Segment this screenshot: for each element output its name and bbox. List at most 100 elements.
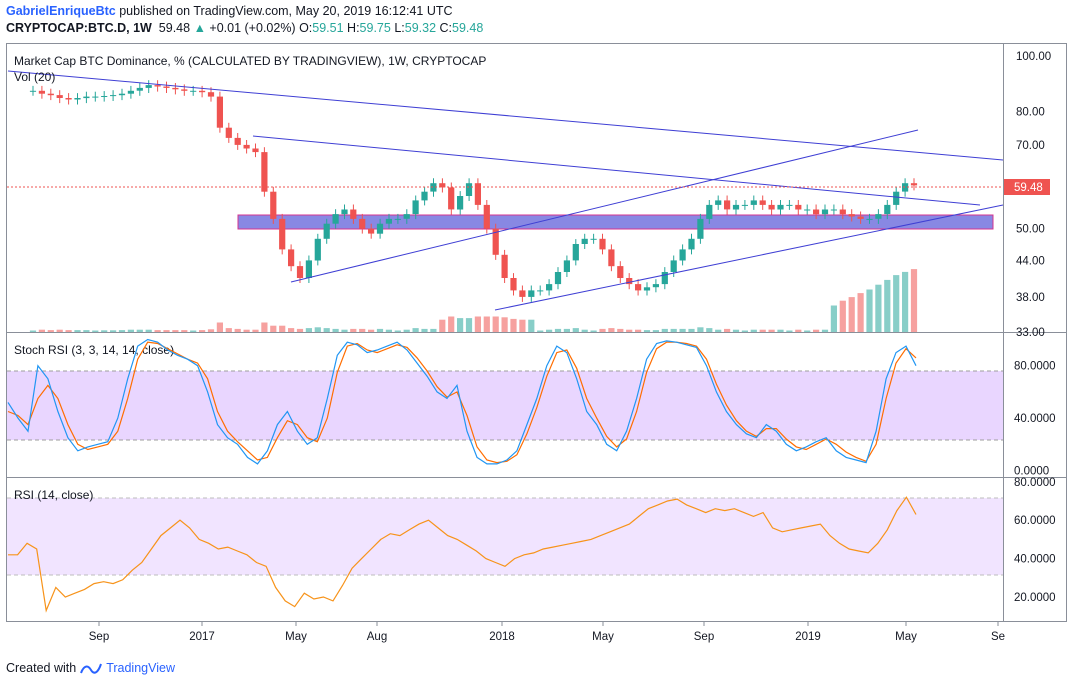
candle-body[interactable] [661,272,668,285]
candle-body[interactable] [626,278,633,285]
candle-body[interactable] [101,96,108,97]
candle-body[interactable] [394,218,401,220]
candle-body[interactable] [519,290,526,297]
candle-body[interactable] [341,209,348,215]
candle-body[interactable] [706,204,713,219]
price-axis[interactable]: 100.00 80.00 70.00 50.00 44.00 38.00 33.00 [1016,51,1051,339]
candle-body[interactable] [732,204,740,210]
candle-body[interactable] [465,183,473,196]
candle-body[interactable] [643,287,651,291]
candle-body[interactable] [385,218,392,224]
candle-body[interactable] [866,218,873,220]
candle-body[interactable] [279,218,286,250]
candle-body[interactable] [47,93,54,96]
candle-body[interactable] [216,96,223,128]
candle-body[interactable] [199,90,206,93]
candle-body[interactable] [804,209,811,211]
candle-body[interactable] [608,249,615,267]
candle-body[interactable] [910,183,918,186]
candle-body[interactable] [110,95,117,97]
candle-body[interactable] [288,249,295,267]
candle-body[interactable] [501,254,508,278]
candle-body[interactable] [474,183,481,205]
candle-body[interactable] [741,204,748,206]
stoch-k-line[interactable] [7,338,917,465]
candle-body[interactable] [581,238,588,244]
candle-body[interactable] [697,218,704,239]
candle-body[interactable] [902,183,909,192]
candle-body[interactable] [554,272,562,285]
candle-body[interactable] [448,187,455,210]
candle-body[interactable] [323,223,330,239]
time-axis[interactable]: Sep 2017 May Aug 2018 May Sep 2019 May Se [89,622,1005,643]
candle-body[interactable] [136,87,143,91]
trendline-mid-resistance[interactable] [252,135,981,206]
candle-body[interactable] [225,127,232,138]
rsi-series-line[interactable] [8,496,917,613]
candle-body[interactable] [786,204,793,206]
candle-body[interactable] [252,148,259,153]
candle-body[interactable] [875,214,882,219]
candle-body[interactable] [305,260,312,278]
candle-body[interactable] [296,266,304,278]
author-link[interactable]: GabrielEnriqueBtc [6,4,116,18]
candle-body[interactable] [857,216,864,219]
candle-body[interactable] [724,200,731,210]
candle-body[interactable] [635,284,642,291]
candle-body[interactable] [813,209,820,215]
tradingview-link[interactable]: TradingView [106,661,175,675]
candle-body[interactable] [270,191,277,219]
candle-body[interactable] [207,92,215,97]
candle-body[interactable] [234,137,241,145]
candle-body[interactable] [430,183,437,192]
candle-body[interactable] [670,260,677,272]
candle-body[interactable] [29,90,37,92]
candle-body[interactable] [350,209,357,219]
candle-body[interactable] [590,238,597,240]
candle-body[interactable] [848,214,855,217]
symbol-label[interactable]: CRYPTOCAP:BTC.D, 1W [6,21,152,35]
candle-body[interactable] [884,204,891,215]
candle-body[interactable] [652,284,659,288]
candle-body[interactable] [190,90,197,92]
candle-body[interactable] [243,144,250,149]
candle-body[interactable] [376,223,384,234]
candle-body[interactable] [768,204,775,210]
candle-body[interactable] [38,90,45,94]
candle-body[interactable] [483,204,490,229]
candle-body[interactable] [492,228,499,255]
candle-body[interactable] [421,191,428,201]
candle-body[interactable] [546,284,553,291]
trendline-upper-resistance[interactable] [7,70,1004,161]
candle-body[interactable] [359,218,366,229]
candle-body[interactable] [795,204,802,210]
candle-body[interactable] [412,200,419,215]
candle-body[interactable] [537,290,544,292]
candle-body[interactable] [893,191,900,205]
candle-body[interactable] [457,196,464,210]
candle-body[interactable] [617,266,624,278]
candle-body[interactable] [510,278,517,291]
candle-body[interactable] [563,260,570,272]
candle-body[interactable] [83,96,90,99]
candle-body[interactable] [65,98,72,100]
candle-body[interactable] [92,96,99,98]
candle-body[interactable] [332,214,339,224]
candle-body[interactable] [56,95,63,98]
candle-body[interactable] [572,244,579,261]
candle-body[interactable] [163,86,170,88]
candle-body[interactable] [750,200,757,205]
candle-body[interactable] [261,152,268,192]
candle-body[interactable] [118,93,126,96]
candle-body[interactable] [830,209,837,211]
candle-body[interactable] [127,90,134,94]
candle-body[interactable] [821,209,829,215]
candle-body[interactable] [403,214,410,219]
candle-body[interactable] [181,89,188,91]
candle-body[interactable] [777,204,784,210]
candle-body[interactable] [839,209,846,215]
candle-body[interactable] [154,85,161,87]
trendline-channel-upper[interactable] [290,129,919,283]
candle-body[interactable] [679,249,686,261]
